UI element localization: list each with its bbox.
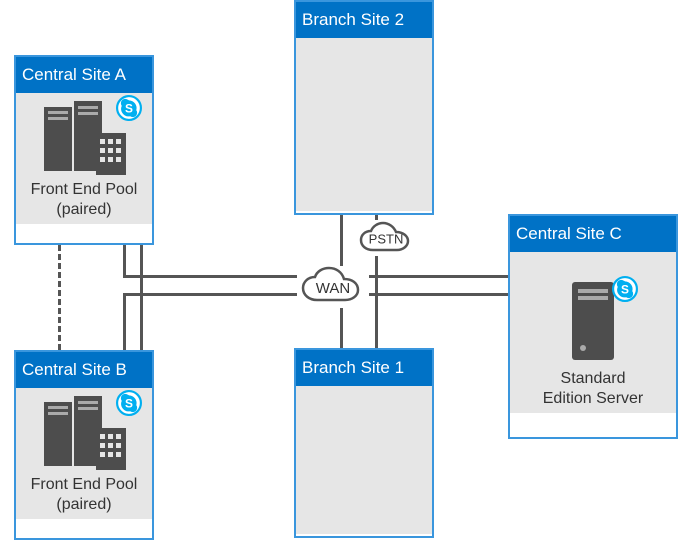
wan-label: WAN xyxy=(316,280,350,297)
central-site-a-title: Central Site A xyxy=(16,57,152,93)
svg-text:S: S xyxy=(125,101,133,115)
branch-site-1-body xyxy=(296,386,432,534)
link-branch1-right xyxy=(375,275,378,348)
link-siteB-2 xyxy=(140,275,143,350)
skype-icon: S xyxy=(116,95,142,121)
site-a-caption-2: (paired) xyxy=(16,201,152,219)
central-site-b-title: Central Site B xyxy=(16,352,152,388)
site-c-caption-2: Edition Server xyxy=(510,390,676,408)
wan-cloud: WAN xyxy=(297,266,369,308)
front-end-pool-icon xyxy=(42,101,126,179)
branch-site-2-body xyxy=(296,38,432,211)
branch-site-2: Branch Site 2 xyxy=(294,0,434,215)
site-a-caption-1: Front End Pool xyxy=(16,181,152,199)
pairing-link-dashed xyxy=(58,245,61,350)
central-site-b: Central Site B S Front End Pool (paired) xyxy=(14,350,154,540)
pstn-cloud: PSTN xyxy=(356,220,416,256)
svg-text:S: S xyxy=(621,282,629,296)
skype-icon: S xyxy=(612,276,638,302)
branch-site-1: Branch Site 1 xyxy=(294,348,434,538)
front-end-pool-icon xyxy=(42,396,126,474)
site-c-caption-1: Standard xyxy=(510,370,676,388)
branch-site-2-title: Branch Site 2 xyxy=(296,2,432,38)
central-site-c: Central Site C S Standard Edition Server xyxy=(508,214,678,439)
site-b-caption-2: (paired) xyxy=(16,496,152,514)
central-site-c-title: Central Site C xyxy=(510,216,676,252)
central-site-a-body: S Front End Pool (paired) xyxy=(16,93,152,224)
central-site-c-body: S Standard Edition Server xyxy=(510,252,676,413)
skype-icon: S xyxy=(116,390,142,416)
server-icon xyxy=(568,282,618,364)
site-b-caption-1: Front End Pool xyxy=(16,476,152,494)
link-siteA-1 xyxy=(123,245,126,278)
central-site-a: Central Site A S Front End Pool (paired) xyxy=(14,55,154,245)
pstn-label: PSTN xyxy=(369,232,404,247)
link-siteB-1 xyxy=(123,293,126,350)
branch-site-1-title: Branch Site 1 xyxy=(296,350,432,386)
svg-text:S: S xyxy=(125,396,133,410)
central-site-b-body: S Front End Pool (paired) xyxy=(16,388,152,519)
